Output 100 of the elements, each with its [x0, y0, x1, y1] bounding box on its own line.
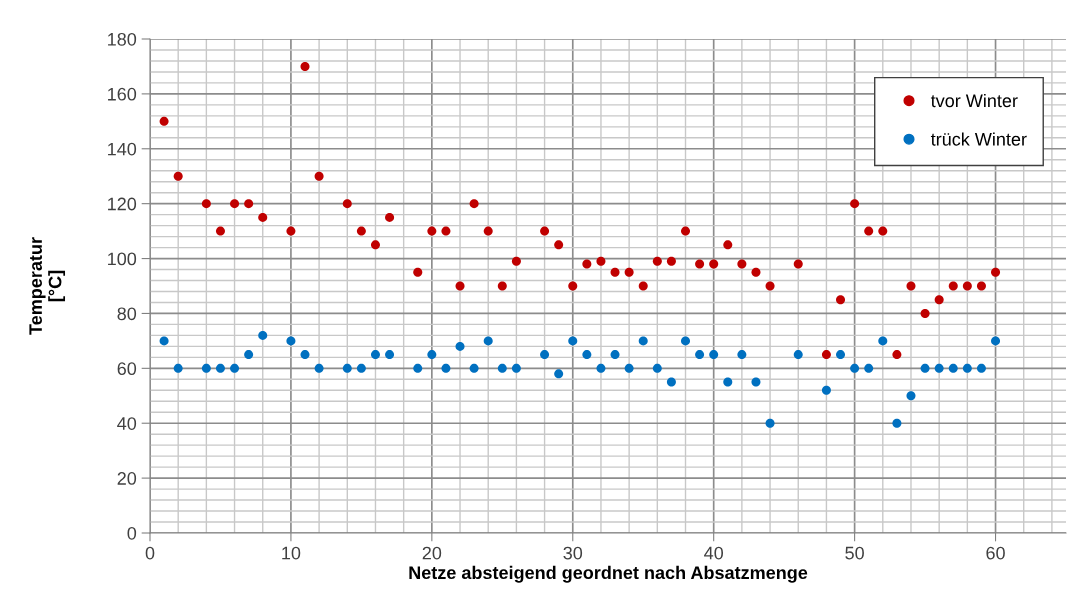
point [215, 226, 225, 236]
point [934, 363, 944, 373]
point [159, 336, 169, 346]
y-tick-label: 120 [108, 197, 137, 211]
point [666, 256, 676, 266]
x-tick-label: 0 [145, 546, 155, 560]
point [258, 330, 268, 340]
point [652, 256, 662, 266]
point [624, 267, 634, 277]
point [173, 363, 183, 373]
point [370, 240, 380, 250]
legend-label: trück Winter [930, 132, 1027, 146]
point [370, 350, 380, 360]
legend-label: tvor Winter [930, 93, 1018, 108]
point [906, 391, 916, 401]
x-tick-label: 50 [845, 546, 864, 560]
point [850, 199, 860, 209]
point [554, 240, 564, 250]
point [497, 281, 507, 291]
point [976, 363, 986, 373]
point [906, 281, 916, 291]
point [483, 336, 493, 346]
point [836, 295, 846, 305]
point [751, 377, 761, 387]
point [554, 369, 564, 379]
point [610, 267, 620, 277]
y-tick-label: 140 [108, 142, 137, 156]
point [709, 350, 719, 360]
point [751, 267, 761, 277]
point [991, 336, 1001, 346]
point [765, 281, 775, 291]
point [821, 385, 831, 395]
point [314, 171, 324, 181]
y-tick-label: 60 [117, 362, 137, 376]
point [962, 363, 972, 373]
point [314, 363, 324, 373]
point [737, 350, 747, 360]
point [793, 259, 803, 269]
point [244, 199, 254, 209]
y-tick-label: 40 [117, 417, 137, 430]
point [342, 363, 352, 373]
point [624, 363, 634, 373]
point [483, 226, 493, 236]
point [864, 226, 874, 236]
point [638, 281, 648, 291]
point [962, 281, 972, 291]
point [300, 350, 310, 360]
x-tick-label: 30 [563, 546, 583, 560]
point [469, 363, 479, 373]
point [441, 363, 451, 373]
point [836, 350, 846, 360]
point [610, 350, 620, 360]
y-tick-label: 0 [127, 526, 137, 540]
point [286, 336, 296, 346]
point [596, 256, 606, 266]
y-axis-title: Temperatur [°C] [29, 237, 66, 335]
point [582, 259, 592, 269]
point [666, 377, 676, 387]
point [215, 363, 225, 373]
point [695, 350, 705, 360]
point [948, 363, 958, 373]
x-tick-label: 20 [422, 546, 442, 560]
point [258, 212, 268, 222]
point [511, 363, 521, 373]
point [878, 336, 888, 346]
point [723, 377, 733, 387]
y-tick-label: 20 [117, 472, 137, 485]
point [441, 226, 451, 236]
point [300, 61, 310, 71]
point [892, 350, 902, 360]
y-tick-label: 80 [117, 307, 137, 321]
point [596, 363, 606, 373]
point [991, 267, 1001, 277]
point [638, 336, 648, 346]
point [455, 281, 465, 291]
point [709, 259, 719, 269]
point [385, 212, 395, 222]
point [230, 199, 240, 209]
point [864, 363, 874, 373]
x-tick-label: 40 [704, 546, 724, 560]
point [920, 308, 930, 318]
point [695, 259, 705, 269]
y-tick-label: 180 [108, 32, 137, 46]
x-tick-label: 60 [986, 546, 1005, 560]
point [201, 199, 211, 209]
point [342, 199, 352, 209]
point [356, 363, 366, 373]
point [878, 226, 888, 236]
point [652, 363, 662, 373]
point [413, 363, 423, 373]
point [511, 256, 521, 266]
point [540, 350, 550, 360]
point [892, 418, 902, 428]
y-tick-label: 160 [108, 87, 137, 101]
point [681, 336, 691, 346]
x-axis-title: Netze absteigend geordnet nach Absatzmenge [409, 565, 808, 583]
point [737, 259, 747, 269]
y-tick-label: 100 [108, 252, 137, 266]
point [413, 267, 423, 277]
point [497, 363, 507, 373]
